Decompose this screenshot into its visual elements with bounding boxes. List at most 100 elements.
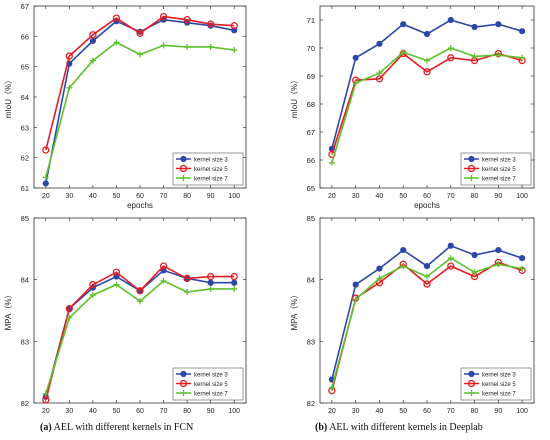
data-point <box>89 37 96 44</box>
data-point <box>471 251 478 259</box>
y-axis-label: mIoU（%） <box>290 76 299 118</box>
data-point <box>376 275 383 282</box>
x-tick-label: 40 <box>376 193 384 200</box>
data-point <box>447 262 455 270</box>
legend-label: kernel size 5 <box>482 382 516 388</box>
x-tick-label: 100 <box>516 193 528 200</box>
data-point <box>495 52 502 58</box>
data-point <box>376 265 383 272</box>
legend-marker <box>467 164 476 173</box>
data-point <box>424 273 430 280</box>
x-tick-label: 60 <box>136 408 144 415</box>
x-tick-label: 40 <box>89 408 97 415</box>
x-tick-label: 30 <box>65 408 73 415</box>
data-point <box>471 23 478 31</box>
data-point <box>424 57 430 64</box>
legend-label: kernel size 7 <box>482 392 516 398</box>
y-tick-label: 83 <box>307 337 315 346</box>
data-point <box>495 246 502 254</box>
x-tick-label: 30 <box>352 408 360 415</box>
x-tick-label: 80 <box>471 193 479 200</box>
data-point <box>400 21 407 28</box>
data-point <box>42 146 50 154</box>
data-point <box>231 46 238 53</box>
data-point <box>136 29 144 37</box>
legend: kernel size 3 kernel size 5 kernel size 7 <box>460 152 532 186</box>
data-point <box>113 281 120 288</box>
legend-marker <box>179 379 188 388</box>
data-point <box>42 180 49 187</box>
x-tick-label: 100 <box>516 408 528 415</box>
data-point <box>65 304 73 313</box>
data-point <box>376 40 383 47</box>
data-point <box>207 272 215 281</box>
data-point <box>352 80 359 86</box>
y-tick-label: 64 <box>21 93 29 102</box>
x-tick-label: 80 <box>471 408 479 415</box>
legend-label: kernel size 7 <box>194 177 228 183</box>
data-point <box>137 51 143 58</box>
x-tick-label: 50 <box>113 408 121 415</box>
caption-b-tag: (b) <box>315 422 328 433</box>
legend-label: kernel size 3 <box>194 373 228 379</box>
data-point <box>376 70 383 77</box>
caption-a: (a) AEL with different kernels in FCN <box>40 422 193 433</box>
data-point <box>495 261 502 268</box>
data-point <box>400 246 407 254</box>
legend-marker <box>468 370 475 378</box>
legend: kernel size 3 kernel size 5 kernel size 7 <box>172 367 244 401</box>
y-tick-label: 82 <box>307 399 315 408</box>
data-point <box>42 174 49 181</box>
y-tick-label: 67 <box>21 2 29 11</box>
x-tick-label: 40 <box>89 193 97 200</box>
y-tick-label: 61 <box>21 184 29 193</box>
x-tick-label: 30 <box>65 193 73 200</box>
data-point <box>160 277 167 284</box>
x-tick-label: 70 <box>160 193 168 200</box>
data-point <box>519 54 526 61</box>
data-point <box>519 28 526 35</box>
legend-marker <box>467 379 476 388</box>
data-point <box>207 279 214 286</box>
legend-label: kernel size 5 <box>194 167 228 173</box>
x-tick-label: 20 <box>328 408 336 415</box>
data-point <box>352 296 359 303</box>
data-point <box>184 43 191 50</box>
legend-marker <box>468 155 475 163</box>
x-axis-label: epochs <box>127 201 153 210</box>
caption-b-text: AEL with different kernels in Deeplab <box>329 422 483 433</box>
x-tick-label: 70 <box>447 408 455 415</box>
legend-label: kernel size 3 <box>482 158 516 164</box>
y-tick-label: 85 <box>307 214 315 223</box>
legend-marker <box>179 164 188 173</box>
y-tick-label: 66 <box>21 32 29 41</box>
data-point <box>89 31 97 39</box>
legend-label: kernel size 5 <box>482 167 516 173</box>
data-point <box>352 54 359 61</box>
data-point <box>159 12 168 21</box>
y-tick-label: 67 <box>307 128 315 137</box>
x-tick-label: 70 <box>447 193 455 200</box>
y-tick-label: 68 <box>307 100 315 109</box>
data-point <box>183 274 191 283</box>
x-tick-label: 50 <box>113 193 121 200</box>
data-point <box>400 49 407 56</box>
data-point <box>519 265 526 272</box>
y-tick-label: 63 <box>21 123 29 132</box>
data-point <box>471 53 478 60</box>
legend-marker <box>180 155 187 163</box>
x-tick-label: 80 <box>183 193 191 200</box>
data-point <box>423 280 431 288</box>
x-tick-label: 80 <box>183 408 191 415</box>
legend-label: kernel size 7 <box>194 392 228 398</box>
x-tick-label: 20 <box>42 193 50 200</box>
legend-label: kernel size 3 <box>482 373 516 379</box>
x-tick-label: 20 <box>328 193 336 200</box>
x-tick-label: 90 <box>494 193 502 200</box>
data-point <box>89 57 96 64</box>
chart-panel-a-bottom: 82 83 84 85 20 30 40 50 60 70 80 90 100 MPA（%） kernel … <box>4 214 247 415</box>
series-line-2 <box>45 15 235 151</box>
chart-panel-a-top: 61 62 63 64 65 66 67 20 30 40 50 60 70 80 90 100 epochs m… <box>4 2 247 210</box>
data-point <box>112 14 121 22</box>
data-point <box>136 287 144 295</box>
